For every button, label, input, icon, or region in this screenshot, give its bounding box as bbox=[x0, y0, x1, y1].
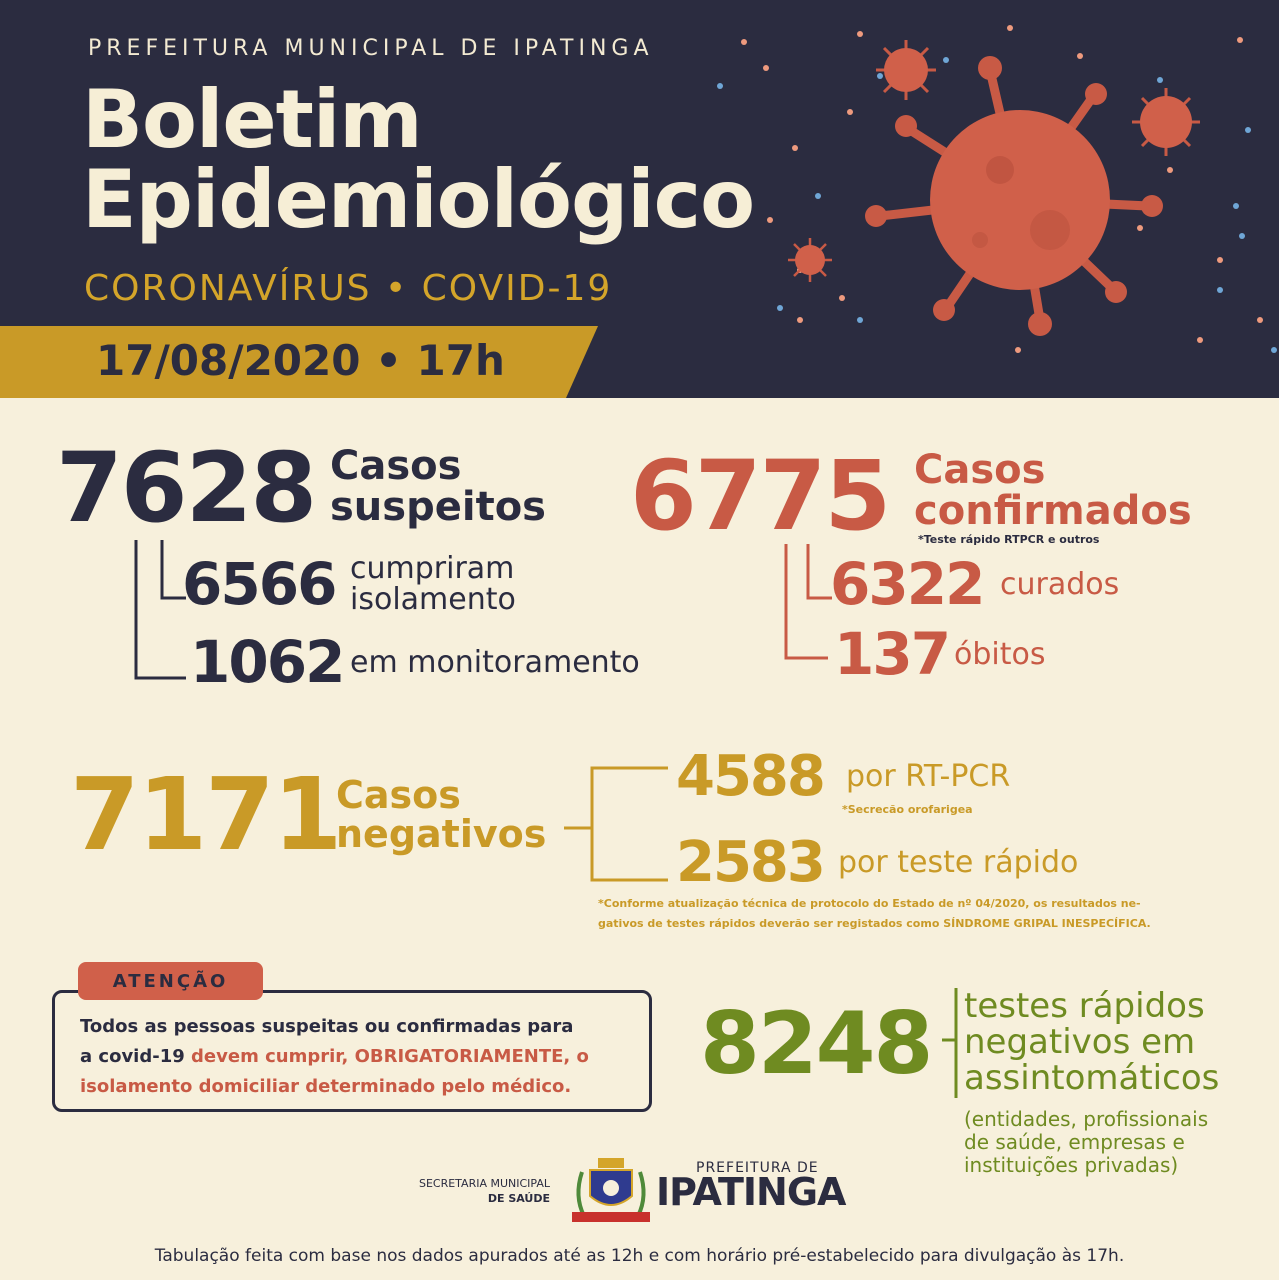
asymptomatic-total: 8248 bbox=[700, 994, 933, 1094]
cured-label: curados bbox=[1000, 567, 1120, 602]
rtpcr-value: 4588 bbox=[676, 744, 826, 809]
monitoring-value: 1062 bbox=[190, 628, 345, 696]
suspected-total: 7628 bbox=[56, 432, 317, 544]
deaths-value: 137 bbox=[834, 620, 951, 688]
rapid-test-label: por teste rápido bbox=[838, 845, 1079, 880]
isolation-label: cumpriram isolamento bbox=[350, 551, 516, 617]
attention-tag: ATENÇÃO bbox=[78, 962, 263, 1000]
confirmed-bracket bbox=[784, 544, 832, 660]
suspected-bracket bbox=[134, 540, 186, 680]
city-logo-small-text: PREFEITURA DE bbox=[696, 1160, 819, 1176]
monitoring-label: em monitoramento bbox=[350, 645, 640, 680]
organization-name: PREFEITURA MUNICIPAL DE IPATINGA bbox=[88, 36, 654, 61]
rapid-test-value: 2583 bbox=[676, 830, 826, 895]
bulletin-subtitle: CORONAVÍRUS • COVID-19 bbox=[84, 268, 613, 309]
confirmed-label: Casos confirmados bbox=[914, 447, 1192, 534]
isolation-value: 6566 bbox=[182, 550, 337, 618]
bulletin-title: Boletim Epidemiológico bbox=[82, 73, 755, 246]
virus-illustration bbox=[717, 25, 1277, 353]
asymptomatic-bracket bbox=[942, 988, 958, 1098]
negative-total: 7171 bbox=[70, 756, 342, 873]
asymptomatic-label: testes rápidos negativos em assintomátic… bbox=[964, 986, 1220, 1098]
date-banner bbox=[0, 326, 598, 398]
attention-text: Todos as pessoas suspeitas ou confirmada… bbox=[80, 1016, 589, 1097]
city-logo-name: IPATINGA bbox=[656, 1170, 846, 1214]
negative-label: Casos negativos bbox=[336, 773, 547, 856]
rtpcr-label: por RT-PCR bbox=[846, 759, 1011, 794]
negative-footnote: *Conforme atualização técnica de protoco… bbox=[598, 897, 1151, 930]
footer-note: Tabulação feita com base nos dados apura… bbox=[154, 1246, 1125, 1266]
confirmed-total: 6775 bbox=[630, 440, 891, 552]
confirmed-note: *Teste rápido RTPCR e outros bbox=[918, 533, 1100, 546]
suspected-label: Casos suspeitos bbox=[330, 443, 546, 530]
asymptomatic-note: (entidades, profissionais de saúde, empr… bbox=[964, 1107, 1209, 1177]
rtpcr-note: *Secrecão orofarigea bbox=[842, 803, 973, 816]
city-coat-of-arms-icon bbox=[572, 1158, 650, 1222]
cured-value: 6322 bbox=[830, 550, 985, 618]
negative-bracket bbox=[564, 766, 668, 882]
deaths-label: óbitos bbox=[954, 637, 1046, 672]
attention-box bbox=[52, 990, 652, 1112]
bulletin-date: 17/08/2020 • 17h bbox=[96, 336, 505, 385]
health-secretariat-logo: SECRETARIA MUNICIPAL DE SAÚDE bbox=[418, 1177, 550, 1205]
